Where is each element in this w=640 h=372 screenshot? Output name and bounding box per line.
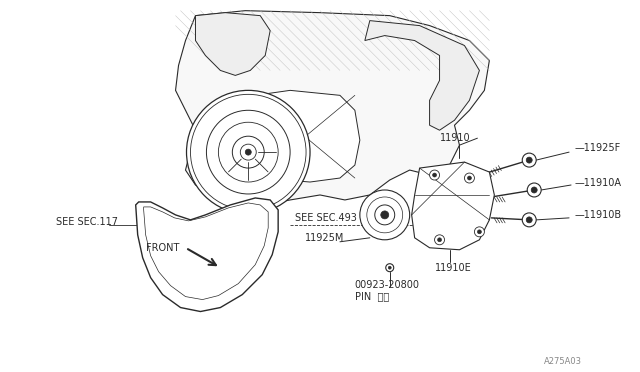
Circle shape	[477, 230, 481, 234]
Circle shape	[245, 149, 252, 155]
Circle shape	[186, 90, 310, 214]
Text: 11925M: 11925M	[305, 233, 344, 243]
Text: 11910E: 11910E	[435, 263, 471, 273]
Circle shape	[381, 211, 388, 219]
Circle shape	[232, 136, 264, 168]
Circle shape	[465, 173, 474, 183]
Circle shape	[360, 190, 410, 240]
Text: 11910: 11910	[440, 133, 470, 143]
Circle shape	[526, 217, 532, 223]
Circle shape	[240, 144, 256, 160]
Circle shape	[386, 264, 394, 272]
Circle shape	[531, 187, 537, 193]
Text: —11910B: —11910B	[574, 210, 621, 220]
Circle shape	[438, 238, 442, 242]
Circle shape	[527, 183, 541, 197]
Circle shape	[435, 235, 445, 245]
Polygon shape	[195, 13, 270, 76]
Circle shape	[207, 110, 290, 194]
Text: SEE SEC.493: SEE SEC.493	[295, 213, 357, 223]
Circle shape	[433, 173, 436, 177]
Polygon shape	[175, 11, 490, 205]
Circle shape	[526, 157, 532, 163]
Text: A275A03: A275A03	[544, 357, 582, 366]
Circle shape	[388, 266, 391, 269]
Circle shape	[474, 227, 484, 237]
Text: —11925F: —11925F	[574, 143, 620, 153]
Circle shape	[467, 176, 472, 180]
Text: —11910A: —11910A	[574, 178, 621, 188]
Text: SEE SEC.117: SEE SEC.117	[56, 217, 118, 227]
Polygon shape	[136, 198, 278, 311]
Text: PIN  ピン: PIN ピン	[355, 292, 389, 302]
Polygon shape	[255, 90, 360, 182]
Circle shape	[522, 153, 536, 167]
Text: FRONT: FRONT	[146, 243, 179, 253]
Polygon shape	[412, 162, 494, 250]
Circle shape	[429, 170, 440, 180]
Text: 00923-20800: 00923-20800	[355, 280, 420, 290]
Circle shape	[522, 213, 536, 227]
Circle shape	[375, 205, 395, 225]
Polygon shape	[365, 20, 479, 130]
